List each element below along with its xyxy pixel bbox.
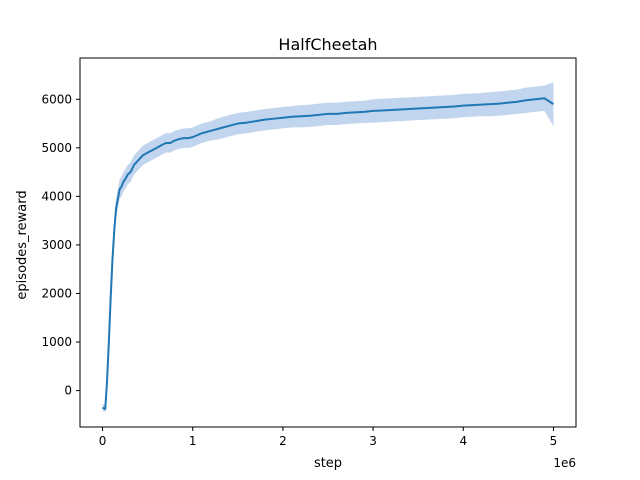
x-tick-label: 4 — [459, 434, 467, 448]
y-tick-label: 6000 — [41, 92, 72, 106]
y-tick-label: 1000 — [41, 335, 72, 349]
x-tick-label: 3 — [369, 434, 377, 448]
x-tick-label: 1 — [189, 434, 197, 448]
axes-frame — [79, 57, 577, 428]
y-tick-label: 2000 — [41, 286, 72, 300]
x-axis: 0 1 2 3 4 5 — [99, 427, 558, 448]
x-axis-label: step — [314, 456, 342, 471]
x-tick-label: 2 — [279, 434, 287, 448]
y-axis-label: episodes_reward — [15, 190, 30, 299]
x-tick-label: 5 — [550, 434, 558, 448]
plot-area — [102, 82, 554, 413]
y-tick-label: 4000 — [41, 189, 72, 203]
y-tick-label: 0 — [64, 384, 72, 398]
x-offset-label: 1e6 — [553, 456, 576, 470]
y-axis: 0 1000 2000 3000 4000 5000 6000 — [41, 92, 80, 398]
chart-title: HalfCheetah — [278, 35, 377, 54]
series-0-line — [102, 97, 554, 411]
y-tick-label: 5000 — [41, 141, 72, 155]
series-0-confidence-band — [102, 82, 554, 413]
y-tick-label: 3000 — [41, 238, 72, 252]
x-tick-label: 0 — [99, 434, 107, 448]
